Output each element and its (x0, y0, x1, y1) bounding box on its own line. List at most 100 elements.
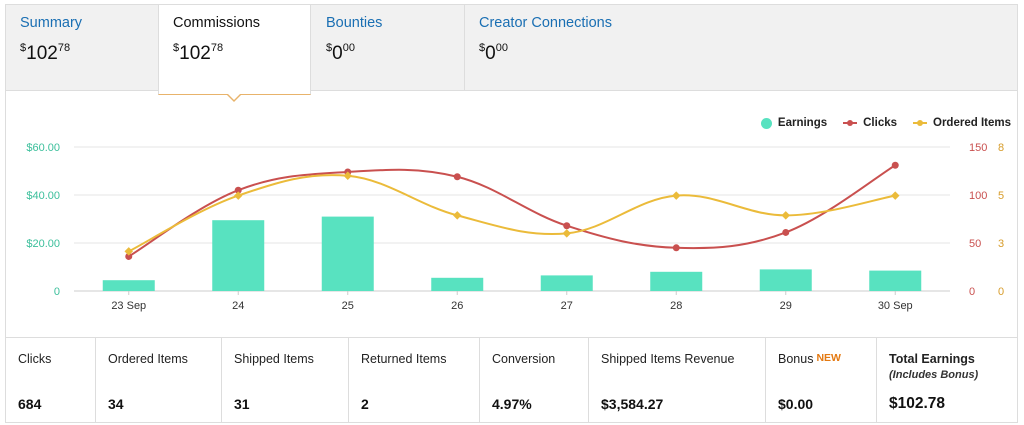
active-tab-pointer (226, 93, 242, 102)
stat-value: 2 (361, 396, 369, 412)
x-tick-label: 26 (451, 300, 463, 312)
legend-label: Earnings (777, 117, 828, 129)
stat-label: Bonus NEW (778, 352, 841, 366)
legend-swatch-ordered-items (913, 120, 928, 126)
tab-label: Bounties (326, 15, 383, 31)
tab-bounties[interactable]: Bounties $000 (312, 5, 464, 91)
stat-shipped-items: Shipped Items 31 (222, 338, 349, 423)
x-tick-label: 30 Sep (878, 300, 913, 312)
clicks-line (128, 164, 896, 258)
stat-label: Conversion (492, 352, 556, 366)
x-tick-label: 27 (561, 300, 573, 312)
clicks-point (563, 222, 571, 230)
tab-label: Creator Connections (479, 15, 612, 31)
stat-bonus: Bonus NEW $0.00 (766, 338, 877, 423)
chart-area: 0 $20.00 $40.00 $60.00 0 50 100 150 0 3 5 8 23 Sep 24… (6, 92, 1017, 337)
earnings-bar (540, 275, 593, 291)
ordered-items-point (343, 171, 352, 181)
earnings-bar (650, 271, 703, 291)
clicks-point (672, 244, 680, 252)
stat-value: 4.97% (492, 396, 532, 412)
earnings-bar (102, 280, 155, 291)
x-tick-label: 23 Sep (111, 300, 146, 312)
clicks-point (125, 252, 133, 260)
new-badge: NEW (816, 352, 841, 364)
legend-swatch-earnings (760, 117, 772, 129)
stat-value: $102.78 (889, 395, 946, 412)
tab-divider (464, 5, 465, 91)
ordered-items-point (124, 247, 133, 256)
stat-label: Total Earnings (889, 352, 975, 366)
earnings-chart: 0 $20.00 $40.00 $60.00 0 50 100 150 0 3 5 8 23 Sep 24… (26, 142, 1004, 312)
clicks-point (453, 173, 461, 181)
stat-total-earnings: Total Earnings (Includes Bonus) $102.78 (877, 338, 1017, 423)
stat-label: Shipped Items (234, 352, 314, 366)
tab-amount: $000 (479, 42, 508, 64)
stat-value: 684 (18, 396, 42, 412)
y-left-tick-label: $40.00 (26, 190, 60, 202)
y-right-clicks-tick-label: 100 (969, 190, 987, 202)
earnings-report-panel: Summary $10278 Commissions $10278 Bounti… (5, 4, 1018, 423)
legend-item-ordered-items[interactable]: Ordered Items (913, 117, 1011, 129)
tab-label: Commissions (173, 15, 261, 31)
y-left-tick-label: $20.00 (26, 238, 60, 250)
stat-shipped-items-revenue: Shipped Items Revenue $3,584.27 (589, 338, 766, 423)
x-tick-label: 24 (232, 300, 244, 312)
report-tabs: Summary $10278 Commissions $10278 Bounti… (6, 5, 1017, 95)
legend-swatch-clicks (843, 120, 858, 126)
y-right-ordered-tick-label: 8 (998, 142, 1004, 154)
stat-value: $3,584.27 (601, 396, 664, 412)
y-left-tick-label: $60.00 (26, 142, 60, 154)
clicks-point (782, 228, 790, 236)
stat-clicks: Clicks 684 (6, 338, 96, 423)
stat-returned-items: Returned Items 2 (349, 338, 480, 423)
legend-item-earnings[interactable]: Earnings (760, 117, 828, 129)
ordered-items-point (891, 191, 900, 200)
earnings-bar (212, 220, 265, 291)
tab-amount: $10278 (20, 42, 71, 64)
stat-value: 31 (234, 396, 250, 412)
legend-label: Ordered Items (933, 117, 1011, 129)
earnings-bar (321, 216, 374, 291)
ordered-items-point (781, 211, 790, 220)
tab-amount: $10278 (173, 42, 224, 64)
tab-summary[interactable]: Summary $10278 (6, 5, 158, 91)
earnings-bar (431, 277, 484, 291)
tab-amount: $000 (326, 42, 355, 64)
x-tick-label: 29 (780, 300, 792, 312)
legend-label: Clicks (863, 117, 898, 129)
stat-label: Ordered Items (108, 352, 188, 366)
stat-value: $0.00 (778, 396, 814, 412)
y-right-clicks-tick-label: 0 (969, 286, 975, 298)
stat-value: 34 (108, 396, 124, 412)
chart-legend: Earnings Clicks Ordered Items (760, 117, 1011, 129)
stats-bar: Clicks 684 Ordered Items 34 Shipped Item… (6, 337, 1017, 423)
stat-label: Returned Items (361, 352, 447, 366)
tab-creator-connections[interactable]: Creator Connections $000 (465, 5, 665, 91)
stat-sublabel: (Includes Bonus) (889, 369, 979, 381)
y-right-ordered-tick-label: 3 (998, 238, 1004, 250)
x-tick-label: 25 (342, 300, 354, 312)
ordered-items-point (453, 211, 462, 220)
tab-label: Summary (20, 15, 83, 31)
y-right-clicks-tick-label: 50 (969, 238, 981, 250)
stat-ordered-items: Ordered Items 34 (96, 338, 222, 423)
ordered-items-point (672, 191, 681, 200)
legend-item-clicks[interactable]: Clicks (843, 117, 897, 129)
y-left-tick-label: 0 (54, 286, 60, 298)
earnings-bar (869, 270, 922, 291)
y-right-ordered-tick-label: 5 (998, 190, 1004, 202)
earnings-bar (759, 269, 812, 291)
stat-conversion: Conversion 4.97% (480, 338, 589, 423)
clicks-point (891, 161, 899, 169)
ordered-items-point (234, 191, 243, 200)
y-right-clicks-tick-label: 150 (969, 142, 987, 154)
stat-label: Shipped Items Revenue (601, 352, 735, 366)
clicks-point (234, 186, 242, 194)
ordered-items-point (562, 229, 571, 238)
stat-label: Clicks (18, 352, 52, 366)
y-right-ordered-tick-label: 0 (998, 286, 1004, 298)
x-tick-label: 28 (670, 300, 682, 312)
ordered-items-line (128, 174, 896, 253)
tab-commissions[interactable]: Commissions $10278 (158, 5, 311, 95)
